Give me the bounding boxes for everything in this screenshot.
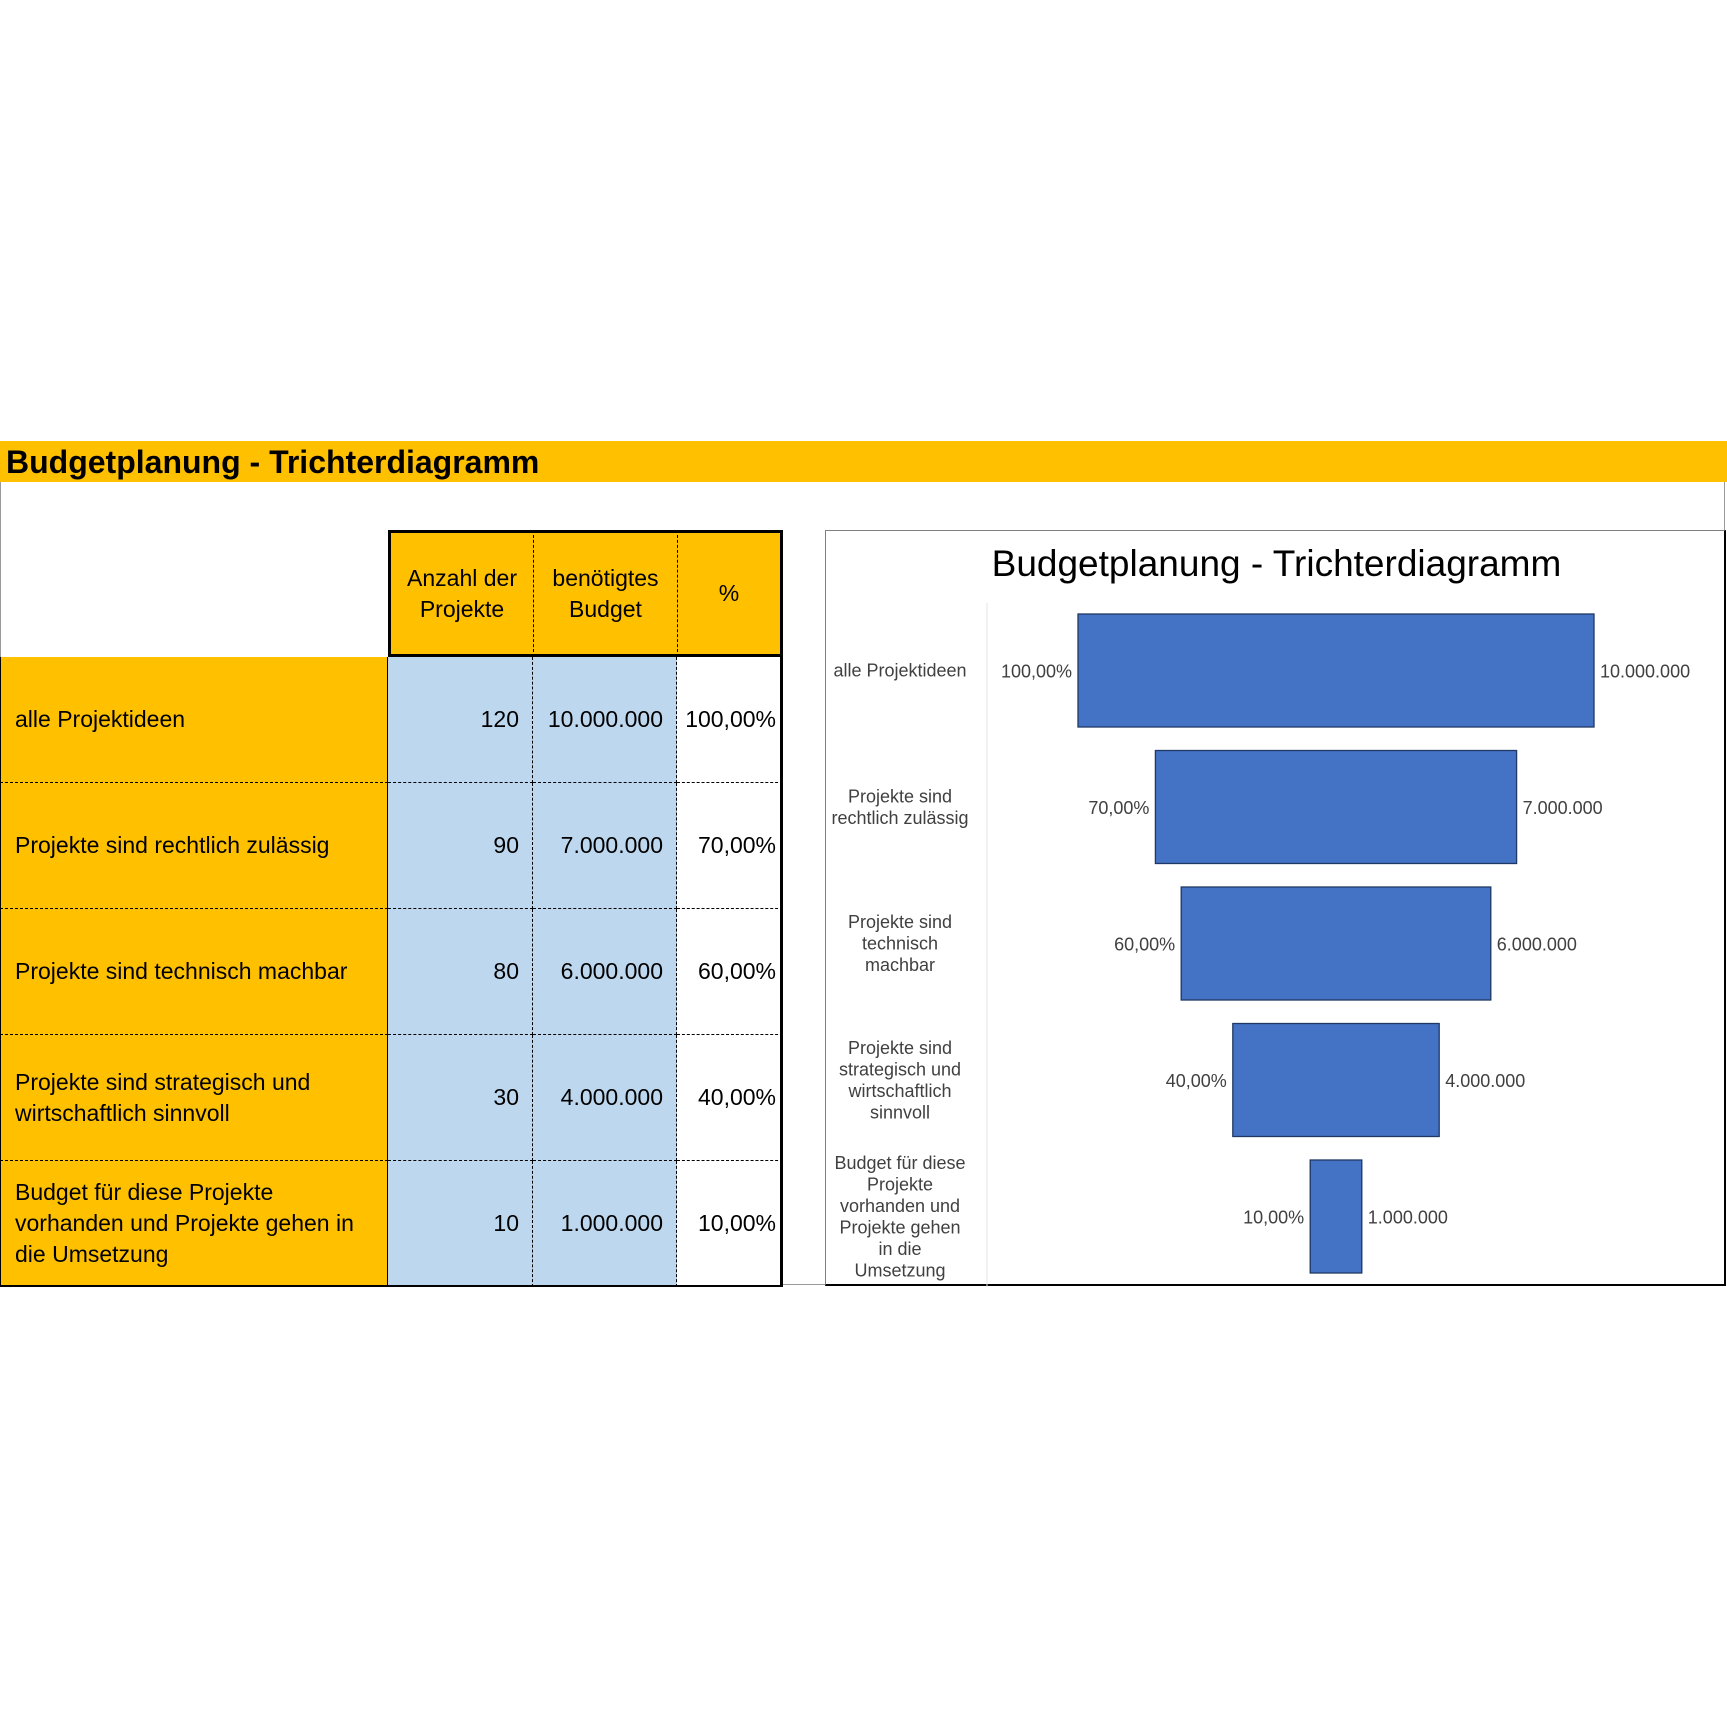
funnel-chart-svg: 100,00% 10.000.000 alle Projektideen 70,00%… [831,603,1690,1287]
title-band: Budgetplanung - Trichterdiagramm [0,441,1727,482]
row-budget-text: 6.000.000 [560,958,663,984]
category-label: sinnvoll [870,1102,930,1122]
header-count[interactable]: Anzahl der Projekte [388,530,533,657]
row-label[interactable]: alle Projektideen [0,657,388,783]
row-count[interactable]: 10 [388,1161,533,1287]
category-label: technisch [862,934,938,954]
row-budget[interactable]: 4.000.000 [533,1035,677,1161]
row-label[interactable]: Budget für diese Projekte vorhanden und … [0,1161,388,1287]
percent-label: 10,00% [1243,1208,1304,1228]
row-label-text: Projekte sind rechtlich zulässig [15,832,330,858]
row-count-text: 80 [493,958,519,984]
row-budget-text: 7.000.000 [560,832,663,858]
percent-label: 70,00% [1088,798,1149,818]
category-label: machbar [865,955,935,975]
funnel-bar[interactable] [1077,613,1595,728]
row-count[interactable]: 120 [388,657,533,783]
header-percent-text: % [718,580,740,606]
row-budget[interactable]: 7.000.000 [533,783,677,909]
row-count[interactable]: 90 [388,783,533,909]
category-label: rechtlich zulässig [831,808,968,828]
header-count-text: Anzahl der Projekte [407,564,517,622]
category-label: alle Projektideen [833,661,966,681]
header-percent[interactable]: % [677,530,783,657]
row-budget[interactable]: 1.000.000 [533,1161,677,1287]
header-budget-text: benötigtes Budget [552,564,659,622]
row-label-text: Projekte sind strategisch und wirtschaft… [15,1068,311,1126]
value-label: 4.000.000 [1445,1071,1525,1091]
value-label: 10.000.000 [1600,662,1690,682]
percent-label: 100,00% [1001,662,1072,682]
category-label: Projekte sind [848,786,952,806]
category-label: strategisch und [839,1059,961,1079]
row-label[interactable]: Projekte sind technisch machbar [0,909,388,1035]
row-percent-text: 100,00% [685,706,776,732]
row-percent[interactable]: 40,00% [677,1035,783,1161]
chart-title: Budgetplanung - Trichterdiagramm [991,543,1562,584]
row-budget-text: 1.000.000 [560,1209,663,1236]
page-title: Budgetplanung - Trichterdiagramm [6,444,540,480]
row-budget[interactable]: 6.000.000 [533,909,677,1035]
row-label-text: Budget für diese Projekte vorhanden und … [15,1178,354,1267]
row-percent[interactable]: 70,00% [677,783,783,909]
header-budget[interactable]: benötigtes Budget [533,530,677,657]
category-label: Budget für diese [834,1153,965,1173]
row-count[interactable]: 30 [388,1035,533,1161]
funnel-bar[interactable] [1154,749,1518,865]
funnel-chart[interactable]: Budgetplanung - Trichterdiagramm 100,00%… [825,530,1726,1287]
row-budget-text: 4.000.000 [560,1084,663,1110]
category-label: vorhanden und [840,1196,960,1216]
row-percent-text: 10,00% [697,1209,776,1236]
category-label: Umsetzung [854,1260,945,1280]
row-label-text: alle Projektideen [15,706,186,732]
value-label: 1.000.000 [1368,1208,1448,1228]
row-percent-text: 40,00% [697,1084,776,1110]
row-percent[interactable]: 60,00% [677,909,783,1035]
row-count-text: 10 [493,1209,519,1236]
row-count-text: 90 [493,832,519,858]
category-label: wirtschaftlich [847,1081,951,1101]
funnel-bar[interactable] [1180,886,1492,1001]
row-label[interactable]: Projekte sind rechtlich zulässig [0,783,388,909]
row-budget[interactable]: 10.000.000 [533,657,677,783]
category-label: Projekte sind [848,912,952,932]
category-label: Projekte [867,1174,933,1194]
value-label: 6.000.000 [1497,935,1577,955]
row-count[interactable]: 80 [388,909,533,1035]
percent-label: 60,00% [1114,935,1175,955]
row-count-text: 120 [480,706,519,732]
row-label[interactable]: Projekte sind strategisch und wirtschaft… [0,1035,388,1161]
row-percent-text: 70,00% [697,832,776,858]
row-percent[interactable]: 100,00% [677,657,783,783]
category-label: Projekte sind [848,1038,952,1058]
percent-label: 40,00% [1166,1071,1227,1091]
row-percent[interactable]: 10,00% [677,1161,783,1287]
value-label: 7.000.000 [1523,798,1603,818]
funnel-bar[interactable] [1232,1022,1440,1138]
category-label: in die [878,1239,921,1259]
row-count-text: 30 [493,1084,519,1110]
row-budget-text: 10.000.000 [547,706,663,732]
row-percent-text: 60,00% [697,958,776,984]
funnel-bar[interactable] [1309,1159,1363,1274]
row-label-text: Projekte sind technisch machbar [15,958,348,984]
category-label: Projekte gehen [839,1217,960,1237]
